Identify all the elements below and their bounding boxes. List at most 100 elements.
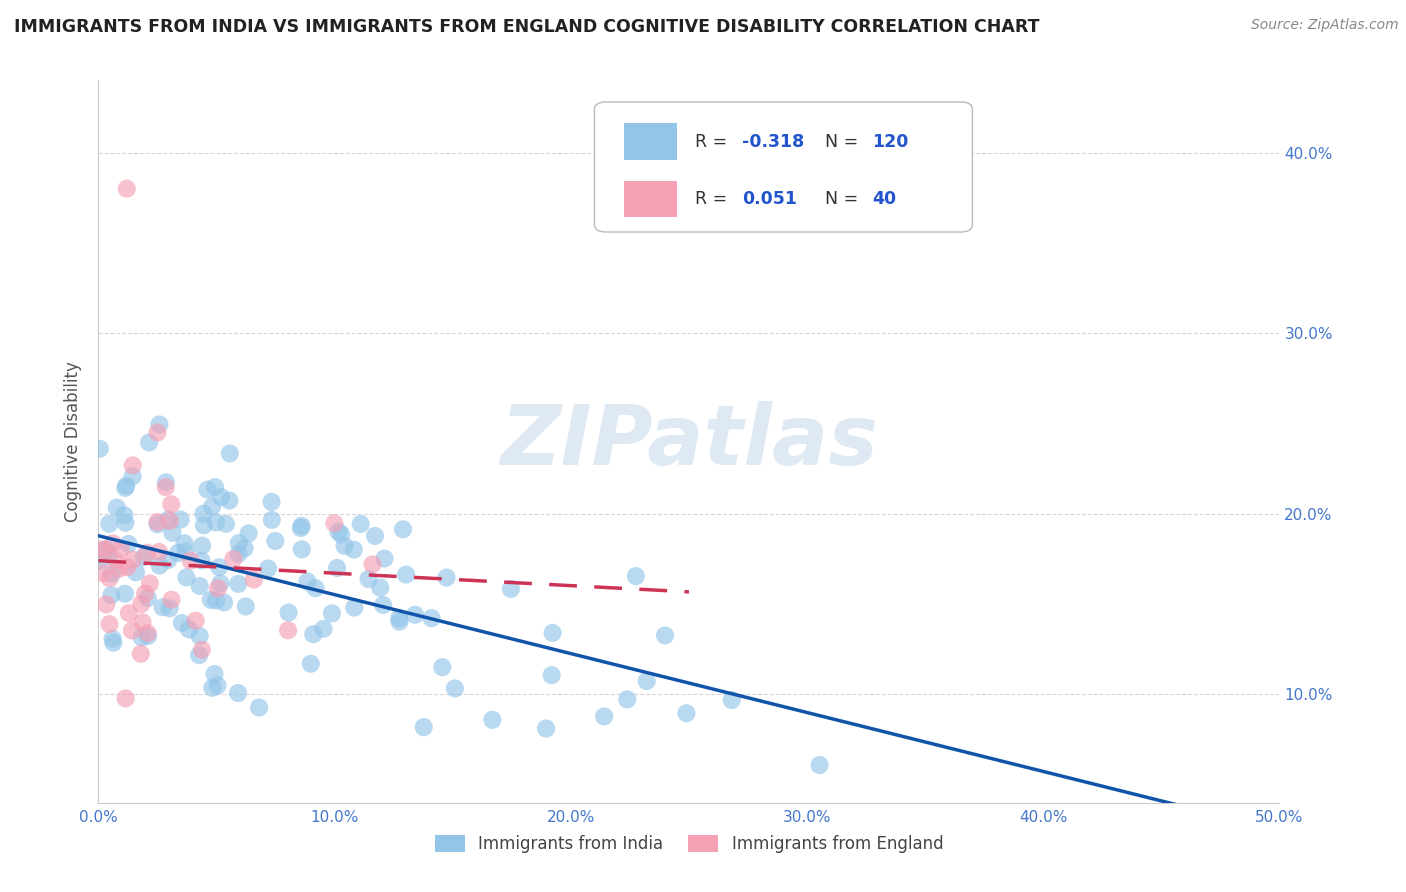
- Point: [188, 648, 211, 662]
- Point: [323, 516, 346, 531]
- FancyBboxPatch shape: [595, 102, 973, 232]
- Point: [96, 542, 118, 557]
- Point: [436, 570, 458, 584]
- Point: [114, 516, 136, 530]
- Point: [404, 607, 426, 622]
- Point: [257, 561, 280, 575]
- Point: [201, 500, 224, 514]
- Point: [98, 571, 121, 585]
- Point: [260, 513, 283, 527]
- Point: [222, 552, 245, 566]
- Point: [209, 490, 232, 504]
- Point: [91, 566, 114, 580]
- Point: [121, 469, 143, 483]
- Point: [534, 722, 557, 736]
- Text: 120: 120: [872, 133, 908, 151]
- Text: Source: ZipAtlas.com: Source: ZipAtlas.com: [1251, 18, 1399, 32]
- Point: [117, 537, 139, 551]
- Point: [420, 611, 443, 625]
- Point: [121, 458, 143, 473]
- Point: [122, 552, 145, 566]
- Point: [321, 607, 343, 621]
- Point: [218, 493, 240, 508]
- Point: [136, 591, 159, 605]
- Point: [146, 515, 169, 529]
- FancyBboxPatch shape: [624, 123, 678, 160]
- Point: [247, 700, 270, 714]
- Point: [146, 425, 169, 440]
- Point: [357, 572, 380, 586]
- Point: [395, 567, 418, 582]
- Text: N =: N =: [825, 133, 863, 151]
- Point: [226, 686, 249, 700]
- Point: [177, 623, 200, 637]
- Point: [148, 417, 170, 432]
- Point: [388, 615, 411, 629]
- Point: [101, 536, 124, 550]
- Point: [87, 554, 110, 568]
- Point: [170, 512, 193, 526]
- Point: [190, 553, 212, 567]
- Point: [146, 517, 169, 532]
- Point: [155, 480, 177, 494]
- Point: [593, 709, 616, 723]
- Point: [233, 541, 256, 556]
- Point: [312, 622, 335, 636]
- Point: [129, 647, 152, 661]
- Point: [290, 521, 312, 535]
- Point: [91, 543, 114, 558]
- Point: [371, 598, 394, 612]
- Point: [444, 681, 467, 696]
- Point: [333, 539, 356, 553]
- Point: [208, 560, 231, 574]
- Point: [108, 561, 131, 575]
- Point: [207, 678, 229, 692]
- Point: [343, 542, 366, 557]
- Point: [110, 542, 132, 557]
- Point: [412, 720, 434, 734]
- Point: [89, 442, 111, 456]
- Point: [174, 544, 197, 558]
- Text: -0.318: -0.318: [742, 133, 804, 151]
- Point: [162, 525, 184, 540]
- Point: [328, 524, 350, 539]
- Point: [205, 593, 228, 607]
- Point: [148, 545, 170, 559]
- Point: [93, 543, 115, 558]
- Point: [204, 667, 226, 681]
- Point: [98, 617, 121, 632]
- Point: [138, 435, 160, 450]
- Text: ZIPatlas: ZIPatlas: [501, 401, 877, 482]
- Point: [114, 587, 136, 601]
- Point: [134, 586, 156, 600]
- Point: [114, 481, 136, 495]
- Point: [188, 579, 211, 593]
- Point: [139, 576, 162, 591]
- Point: [101, 566, 124, 581]
- Point: [136, 546, 159, 560]
- Text: N =: N =: [825, 190, 863, 209]
- Point: [299, 657, 322, 671]
- Point: [105, 500, 128, 515]
- Point: [152, 600, 174, 615]
- Point: [98, 516, 121, 531]
- Point: [388, 611, 411, 625]
- Point: [197, 483, 219, 497]
- Point: [481, 713, 503, 727]
- Point: [100, 588, 122, 602]
- Point: [350, 516, 373, 531]
- Text: 40: 40: [872, 190, 896, 209]
- Point: [101, 632, 124, 646]
- Point: [720, 693, 742, 707]
- Point: [291, 542, 314, 557]
- Y-axis label: Cognitive Disability: Cognitive Disability: [65, 361, 83, 522]
- Point: [636, 673, 658, 688]
- Point: [204, 480, 226, 494]
- Point: [160, 592, 183, 607]
- Point: [160, 497, 183, 511]
- Point: [201, 681, 224, 695]
- Point: [277, 624, 299, 638]
- Point: [361, 558, 384, 572]
- Point: [157, 512, 180, 526]
- Point: [121, 624, 143, 638]
